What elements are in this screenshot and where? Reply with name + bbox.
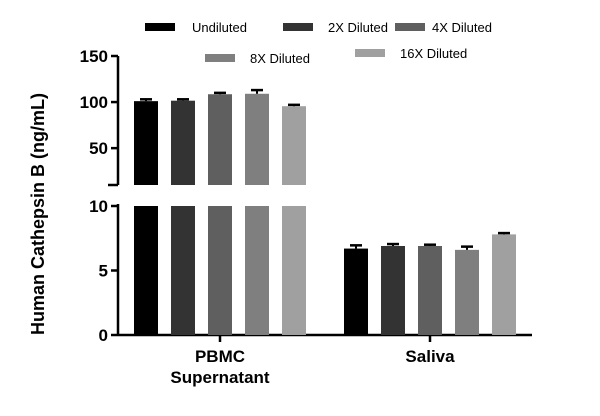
legend-swatch [205, 54, 235, 62]
legend-swatch [283, 23, 313, 31]
y-tick-label: 150 [80, 47, 108, 66]
legend-swatch [395, 23, 425, 31]
x-tick-label: PBMC [195, 347, 245, 366]
legend-label: 2X Diluted [328, 20, 388, 35]
legend-label: 16X Diluted [400, 46, 467, 61]
y-axis-label: Human Cathepsin B (ng/mL) [28, 93, 48, 335]
y-tick-label: 10 [89, 197, 108, 216]
bar [492, 234, 516, 335]
bar [208, 206, 232, 335]
bar [381, 245, 405, 335]
y-tick-label: 0 [99, 326, 108, 345]
x-tick-label: Saliva [405, 347, 455, 366]
bar [245, 93, 269, 185]
y-tick-label: 100 [80, 93, 108, 112]
bar [282, 206, 306, 335]
legend-label: Undiluted [192, 20, 247, 35]
bar [455, 249, 479, 335]
bar [418, 245, 442, 335]
y-tick-label: 5 [99, 262, 108, 281]
bar [245, 206, 269, 335]
legend-label: 8X Diluted [250, 51, 310, 66]
legend-swatch [145, 23, 175, 31]
legend-swatch [355, 49, 385, 57]
bar [282, 106, 306, 185]
bar [208, 94, 232, 185]
y-tick-label: 50 [89, 139, 108, 158]
bar [344, 248, 368, 335]
bar [171, 206, 195, 335]
bar [171, 100, 195, 185]
legend-label: 4X Diluted [432, 20, 492, 35]
bar [134, 206, 158, 335]
bar [134, 101, 158, 185]
x-tick-label: Supernatant [170, 368, 270, 387]
